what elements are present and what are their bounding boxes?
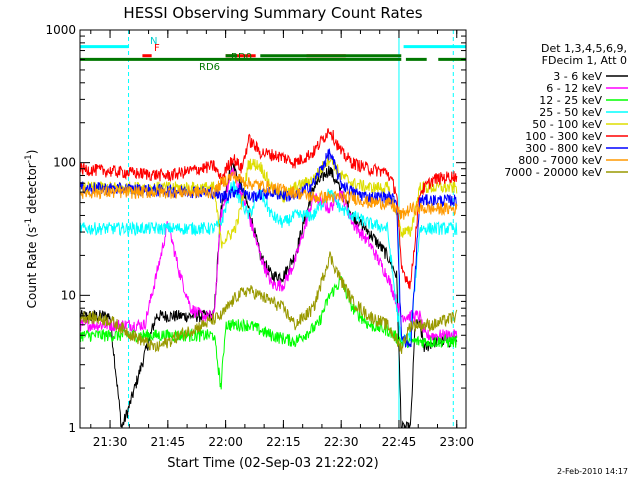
flag-label-rd0: RD0 [231,52,252,63]
flag-label-n: N [150,36,157,47]
x-tick-label-22-30: 22:30 [324,435,359,449]
y-tick-label-1000: 1000 [45,23,76,37]
timestamp: 2-Feb-2010 14:17 [557,467,628,476]
legend-label-12-25-kev: 12 - 25 keV [539,94,602,107]
y-tick-label-1: 1 [68,421,76,435]
series-line-12-25-kev [79,276,458,390]
x-tick-label-23-00: 23:00 [439,435,474,449]
legend-header-line-1: Det 1,3,4,5,6,9, [541,42,627,55]
flag-label-f: F [154,43,160,54]
y-axis-ticks: 1 10 100 1000 [45,23,466,435]
x-tick-label-21-30: 21:30 [93,435,128,449]
legend-label-50-100-kev: 50 - 100 keV [532,118,602,131]
y-axis-label: Count Rate (s-1 detector-1) [24,150,39,309]
legend-label-300-800-kev: 300 - 800 keV [525,142,602,155]
y-tick-label-100: 100 [53,156,76,170]
series-line-7000-20000-kev [79,251,458,354]
x-tick-label-22-00: 22:00 [208,435,243,449]
series-line-100-300-kev [79,128,458,290]
legend-label-100-300-kev: 100 - 300 keV [525,130,602,143]
x-axis-label: Start Time (02-Sep-03 21:22:02) [167,456,378,471]
flag-label-rd6: RD6 [199,62,220,73]
series-lines [79,128,458,429]
x-axis-ticks: 21:30 21:45 22:00 22:15 22:30 22:45 23:00 [90,30,474,449]
series-line-800-7000-kev [79,170,458,220]
x-tick-label-21-45: 21:45 [151,435,186,449]
legend-label-3-6-kev: 3 - 6 keV [553,70,602,83]
legend-label-7000-20000-kev: 7000 - 20000 keV [504,166,602,179]
legend-label-25-50-kev: 25 - 50 keV [539,106,602,119]
x-tick-label-22-15: 22:15 [266,435,301,449]
chart-title: HESSI Observing Summary Count Rates [123,4,422,22]
legend-label-6-12-kev: 6 - 12 keV [546,82,602,95]
legend-header-line-2: FDecim 1, Att 0 [542,54,627,67]
y-tick-label-10: 10 [61,288,76,302]
legend-label-800-7000-kev: 800 - 7000 keV [518,154,602,167]
series-line-25-50-kev [79,180,458,347]
legend: Det 1,3,4,5,6,9, FDecim 1, Att 0 3 - 6 k… [504,42,628,179]
series-line-3-6-kev [79,161,458,429]
plot-frame [79,29,467,429]
series-line-6-12-kev [79,167,458,343]
x-tick-label-22-45: 22:45 [382,435,417,449]
